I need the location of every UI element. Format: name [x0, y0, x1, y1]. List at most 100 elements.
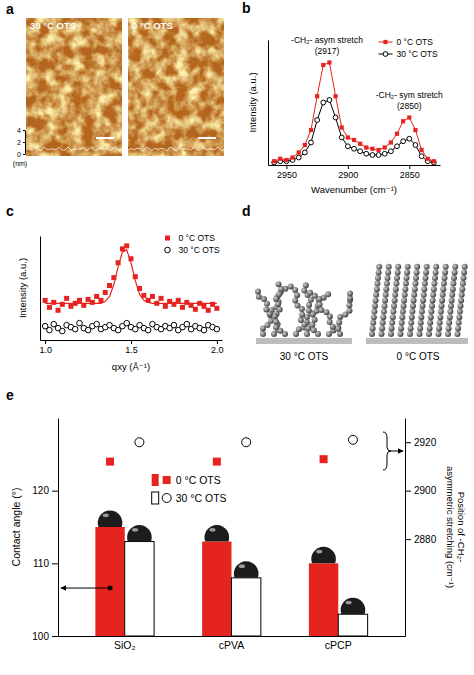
bead: [382, 303, 388, 309]
marker: [106, 458, 114, 466]
tick: 2920: [405, 437, 437, 448]
bead: [409, 314, 415, 320]
tick-mark: [45, 340, 46, 344]
droplet-highlight: [132, 528, 138, 532]
marker: [197, 301, 202, 306]
annotation: -CH₂- asym stretch: [291, 35, 363, 45]
bead: [446, 325, 452, 331]
marker: [145, 327, 151, 333]
tick-label: 2950: [277, 170, 297, 180]
bead: [452, 264, 458, 270]
tick-label: 2900: [414, 485, 437, 496]
bead: [418, 314, 424, 320]
droplet: [204, 525, 229, 542]
bead: [256, 294, 262, 300]
bead: [288, 284, 294, 290]
marker: [419, 154, 424, 159]
marker: [167, 299, 172, 304]
bead: [431, 281, 437, 287]
bead: [395, 264, 401, 270]
marker: [193, 307, 198, 312]
tick-mark: [52, 491, 58, 492]
bead: [375, 275, 381, 281]
droplet: [127, 525, 152, 542]
tick: 100: [32, 631, 58, 642]
tick: 110: [33, 558, 58, 569]
tick-mark: [52, 563, 58, 564]
marker: [129, 256, 134, 261]
axis-title: Intensity (a.u.): [247, 72, 258, 132]
marker: [135, 438, 144, 447]
marker: [352, 146, 357, 151]
droplet-highlight: [346, 601, 352, 605]
bead: [380, 320, 386, 326]
bead: [392, 297, 398, 303]
bead: [437, 320, 443, 326]
bead: [436, 331, 442, 337]
bead: [371, 314, 377, 320]
axis-title: Position of -CH₂-asymmetric stretching (…: [445, 466, 467, 588]
marker: [94, 294, 99, 299]
substrate: [256, 338, 352, 344]
bead: [441, 281, 447, 287]
bead: [440, 286, 446, 292]
bead: [398, 331, 404, 337]
axis-line: [405, 419, 406, 637]
bead: [403, 281, 409, 287]
bead: [423, 269, 429, 275]
marker: [333, 115, 338, 120]
tick-label: 2: [17, 139, 21, 146]
bead: [402, 292, 408, 298]
tick-mark: [405, 442, 411, 443]
bead: [260, 331, 266, 337]
tick-label: 4: [17, 127, 21, 134]
marker: [321, 100, 326, 105]
marker: [320, 455, 328, 463]
bead: [383, 286, 389, 292]
axis: 100110120: [32, 419, 58, 642]
legend-label: 30 °C OTS: [178, 245, 220, 255]
image-texture: [26, 18, 122, 156]
marker: [426, 157, 430, 161]
bead: [312, 317, 318, 323]
marker: [364, 145, 368, 149]
axis-title: (nm): [13, 160, 27, 168]
bead: [299, 312, 305, 318]
bead: [309, 322, 315, 328]
bead: [439, 297, 445, 303]
bead: [392, 292, 398, 298]
marker: [401, 139, 406, 144]
marker: [116, 260, 121, 265]
tick-label: 1.5: [125, 345, 138, 355]
bead: [374, 286, 380, 292]
tick-label: 2850: [400, 170, 420, 180]
marker: [77, 320, 83, 326]
bead: [401, 297, 407, 303]
marker: [419, 148, 423, 152]
bar: [338, 614, 367, 636]
bar: [232, 578, 261, 636]
legend-entry: 30 °C OTS: [152, 492, 227, 504]
tick-mark: [23, 154, 25, 155]
bead: [451, 275, 457, 281]
panel-letter: e: [6, 387, 14, 403]
panel-letter: c: [6, 203, 14, 219]
bead: [346, 308, 352, 314]
marker: [111, 275, 116, 280]
image-texture: [128, 18, 224, 156]
image-ground: [128, 18, 224, 156]
bead: [411, 292, 417, 298]
legend-label: 30 °C OTS: [176, 492, 227, 504]
legend-marker: [165, 236, 170, 241]
legend: 0 °C OTS30 °C OTS: [152, 474, 227, 504]
droplet-highlight: [209, 528, 215, 532]
bead: [437, 314, 443, 320]
bead: [317, 302, 323, 308]
bead: [379, 331, 385, 337]
marker: [407, 136, 412, 141]
bead: [273, 324, 279, 330]
axis-line: [59, 636, 406, 637]
bead: [405, 264, 411, 270]
marker: [171, 302, 176, 307]
bead: [400, 309, 406, 315]
